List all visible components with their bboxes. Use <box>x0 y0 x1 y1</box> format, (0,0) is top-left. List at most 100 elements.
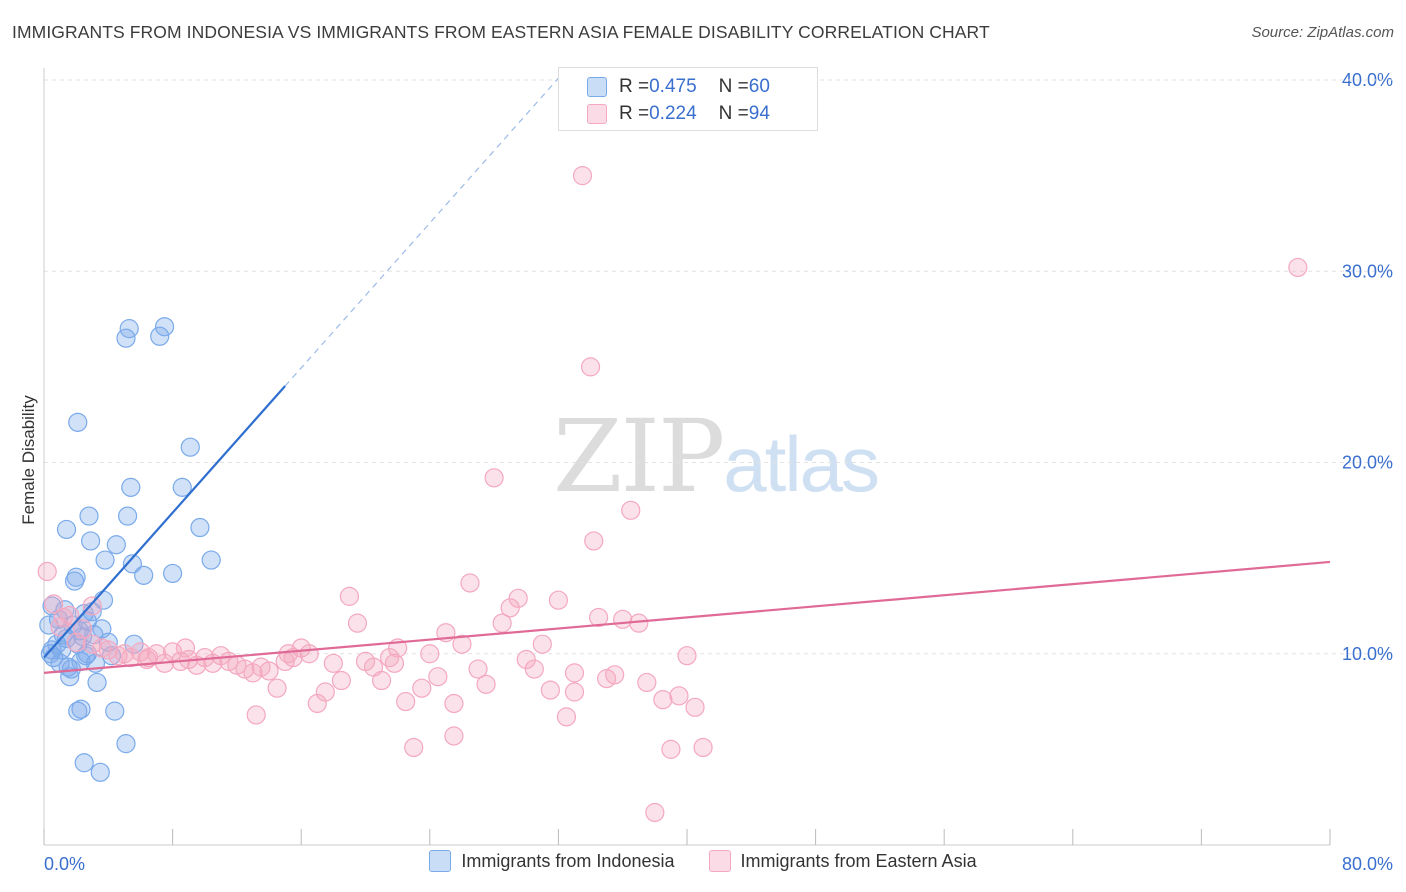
point-indonesia <box>71 699 91 719</box>
point-eastern-asia <box>572 166 593 186</box>
chart-source: Source: ZipAtlas.com <box>1251 24 1394 41</box>
x-tick-label-max: 80.0% <box>1342 854 1393 874</box>
legend-label-indonesia: Immigrants from Indonesia <box>461 850 675 871</box>
point-eastern-asia <box>307 693 327 714</box>
point-eastern-asia <box>404 737 424 758</box>
stats-n-label: N = <box>718 76 749 97</box>
point-eastern-asia <box>693 737 713 758</box>
point-indonesia <box>121 477 141 497</box>
point-eastern-asia <box>98 640 118 660</box>
point-eastern-asia <box>331 670 351 691</box>
point-eastern-asia <box>452 634 472 654</box>
legend-label-eastern-asia: Immigrants from Eastern Asia <box>740 850 977 871</box>
point-eastern-asia <box>50 617 70 637</box>
point-eastern-asia <box>588 607 609 628</box>
point-eastern-asia <box>175 638 196 658</box>
point-eastern-asia <box>347 613 368 633</box>
point-eastern-asia <box>677 646 697 666</box>
point-eastern-asia <box>246 705 266 725</box>
point-indonesia <box>56 519 77 540</box>
point-eastern-asia <box>315 682 335 702</box>
point-eastern-asia <box>444 726 464 746</box>
point-eastern-asia <box>669 686 689 706</box>
x-tick-label-min: 0.0% <box>44 854 85 874</box>
point-indonesia <box>154 317 175 337</box>
point-eastern-asia <box>396 691 416 712</box>
point-eastern-asia <box>412 678 432 698</box>
point-eastern-asia <box>339 586 360 606</box>
point-indonesia <box>117 506 138 526</box>
point-indonesia <box>90 762 110 782</box>
point-eastern-asia <box>605 665 625 685</box>
stats-r-label: R = <box>619 76 650 97</box>
chart-title: IMMIGRANTS FROM INDONESIA VS IMMIGRANTS … <box>12 22 990 42</box>
point-eastern-asia <box>444 693 464 714</box>
point-eastern-asia <box>645 802 665 823</box>
stats-r-value: 0.475 <box>649 76 697 97</box>
point-eastern-asia <box>299 644 319 664</box>
legend-entry-eastern-asia[interactable]: Immigrants from Eastern Asia <box>708 850 977 872</box>
point-eastern-asia <box>556 707 577 727</box>
point-eastern-asia <box>637 672 657 693</box>
point-eastern-asia <box>540 680 560 700</box>
y-tick-label: 20.0% <box>1342 453 1393 473</box>
point-eastern-asia <box>468 659 488 679</box>
point-indonesia <box>163 563 183 584</box>
point-eastern-asia <box>500 598 520 618</box>
point-indonesia <box>66 567 86 587</box>
y-tick-label: 10.0% <box>1342 644 1393 664</box>
point-indonesia <box>119 319 139 339</box>
point-indonesia <box>106 535 126 555</box>
point-indonesia <box>201 550 221 570</box>
point-eastern-asia <box>508 588 528 608</box>
watermark-atlas: atlas <box>723 420 880 508</box>
point-eastern-asia <box>384 653 405 673</box>
stats-r-value: 0.224 <box>649 103 697 124</box>
point-eastern-asia <box>532 634 552 654</box>
stats-n-label: N = <box>718 103 749 124</box>
point-indonesia <box>190 517 210 538</box>
stats-swatch-indonesia <box>587 77 607 97</box>
legend-swatch-indonesia <box>429 850 452 872</box>
point-eastern-asia <box>82 596 102 616</box>
point-eastern-asia <box>371 670 392 691</box>
point-eastern-asia <box>37 561 57 582</box>
point-eastern-asia <box>661 739 681 759</box>
point-eastern-asia <box>548 590 569 610</box>
point-eastern-asia <box>516 649 536 670</box>
point-indonesia <box>60 667 80 687</box>
point-eastern-asia <box>564 663 585 683</box>
legend-entry-indonesia[interactable]: Immigrants from Indonesia <box>429 850 675 872</box>
stats-n-value: 60 <box>748 76 770 97</box>
point-eastern-asia <box>613 609 633 629</box>
point-eastern-asia <box>259 661 279 681</box>
stats-n-value: 94 <box>748 103 770 124</box>
point-indonesia <box>105 701 125 721</box>
point-eastern-asia <box>72 619 93 639</box>
point-indonesia <box>87 672 107 693</box>
point-eastern-asia <box>685 697 705 717</box>
point-eastern-asia <box>580 357 601 377</box>
stats-row-indonesia: R = 0.475 N = 60 <box>587 75 770 99</box>
point-indonesia <box>77 644 98 664</box>
stats-row-eastern-asia: R = 0.224 N = 94 <box>587 102 770 126</box>
stats-legend: R = 0.475 N = 60 R = 0.224 N = 94 <box>558 67 818 131</box>
point-eastern-asia <box>476 674 496 694</box>
point-indonesia <box>79 506 99 526</box>
y-tick-label: 30.0% <box>1342 261 1393 281</box>
point-indonesia <box>81 531 101 551</box>
point-indonesia <box>68 701 88 721</box>
point-eastern-asia <box>1288 257 1308 278</box>
point-indonesia <box>68 412 88 432</box>
watermark-zip: ZIP <box>553 398 725 515</box>
point-eastern-asia <box>584 531 604 551</box>
point-eastern-asia <box>267 678 287 698</box>
point-eastern-asia <box>653 690 673 710</box>
point-eastern-asia <box>44 594 64 614</box>
trendline-indonesia <box>43 385 286 659</box>
point-eastern-asia <box>278 644 298 664</box>
point-eastern-asia <box>524 659 544 679</box>
point-eastern-asia <box>323 653 343 673</box>
point-indonesia <box>172 477 192 497</box>
